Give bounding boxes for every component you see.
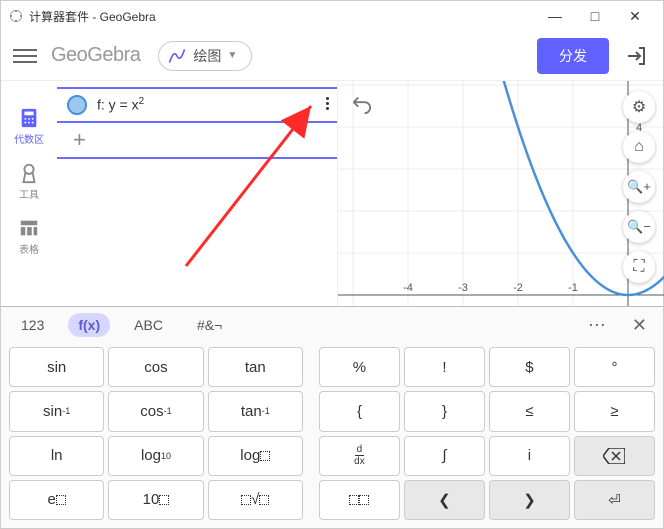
add-expression-row[interactable]: + — [57, 123, 337, 159]
window-maximize[interactable]: □ — [575, 2, 615, 30]
settings-button[interactable]: ⚙ — [623, 91, 655, 123]
sidebar-item-tools[interactable]: 工具 — [1, 156, 57, 207]
home-icon: ⌂ — [634, 138, 644, 156]
svg-text:-1: -1 — [568, 282, 578, 294]
zoom-out-button[interactable]: 🔍− — [623, 211, 655, 243]
main: 代数区 工具 表格 f: y = x2 + -4-3-2-14 ⚙ ⌂ 🔍+ — [1, 81, 663, 306]
visibility-toggle[interactable] — [67, 95, 87, 115]
undo-button[interactable] — [348, 91, 374, 117]
graph-canvas[interactable]: -4-3-2-14 — [338, 81, 664, 306]
key-[interactable]: ° — [574, 347, 655, 387]
signin-icon — [625, 44, 649, 68]
undo-icon — [350, 93, 372, 115]
key-cos[interactable]: cos — [108, 347, 203, 387]
kb-more-button[interactable]: ⋯ — [582, 315, 612, 336]
key-i[interactable]: i — [489, 436, 570, 476]
sidebar: 代数区 工具 表格 — [1, 81, 57, 306]
key-an[interactable] — [319, 480, 400, 520]
key-[interactable]: ≥ — [574, 391, 655, 431]
key-[interactable]: ≤ — [489, 391, 570, 431]
key-[interactable]: ❮ — [404, 480, 485, 520]
tool-selector[interactable]: 绘图 ▼ — [158, 41, 252, 71]
chevron-down-icon: ▼ — [227, 50, 237, 61]
svg-text:-3: -3 — [458, 282, 468, 294]
key-10[interactable]: 10 — [108, 480, 203, 520]
tool-label: 绘图 — [193, 46, 221, 66]
kebab-menu[interactable] — [326, 97, 329, 110]
sidebar-label: 工具 — [19, 186, 39, 201]
key-[interactable]: % — [319, 347, 400, 387]
svg-text:-2: -2 — [513, 282, 523, 294]
graph-tool-icon — [167, 46, 187, 66]
key-cos[interactable]: cos-1 — [108, 391, 203, 431]
algebra-panel: f: y = x2 + — [57, 81, 337, 306]
graph-panel[interactable]: -4-3-2-14 ⚙ ⌂ 🔍+ 🔍− ⛶ — [337, 81, 663, 306]
sidebar-item-table[interactable]: 表格 — [1, 211, 57, 262]
key-e[interactable]: e — [9, 480, 104, 520]
key-tan[interactable]: tan-1 — [208, 391, 303, 431]
key-log[interactable]: log — [208, 436, 303, 476]
kb-close-button[interactable]: ✕ — [626, 315, 653, 336]
window-title: 计算器套件 - GeoGebra — [29, 8, 156, 25]
fullscreen-button[interactable]: ⛶ — [623, 251, 655, 283]
signin-button[interactable] — [623, 42, 651, 70]
key-ln[interactable]: ln — [9, 436, 104, 476]
keyboard: 123 f(x) ABC #&¬ ⋯ ✕ sincostan%!$° sin-1c… — [1, 306, 663, 528]
key-sin[interactable]: sin — [9, 347, 104, 387]
toolbar: GeoGebra 绘图 ▼ 分发 — [1, 31, 663, 81]
key-ddx[interactable]: ddx — [319, 436, 400, 476]
app-icon — [9, 9, 23, 23]
gear-icon: ⚙ — [632, 97, 646, 117]
titlebar: 计算器套件 - GeoGebra — □ ✕ — [1, 1, 663, 31]
home-button[interactable]: ⌂ — [623, 131, 655, 163]
expression-row[interactable]: f: y = x2 — [57, 87, 337, 123]
zoom-in-icon: 🔍+ — [627, 179, 651, 195]
window-minimize[interactable]: — — [535, 2, 575, 30]
kb-tab-fx[interactable]: f(x) — [68, 313, 110, 337]
expression-text: f: y = x2 — [97, 96, 144, 115]
key-[interactable]: { — [319, 391, 400, 431]
menu-button[interactable] — [13, 44, 37, 68]
window-close[interactable]: ✕ — [615, 2, 655, 30]
graph-controls: ⚙ ⌂ 🔍+ 🔍− ⛶ — [623, 91, 655, 283]
fullscreen-icon: ⛶ — [633, 258, 644, 276]
sidebar-item-algebra[interactable]: 代数区 — [1, 101, 57, 152]
kb-tab-sym[interactable]: #&¬ — [187, 313, 232, 337]
key-[interactable]: ∫ — [404, 436, 485, 476]
publish-button[interactable]: 分发 — [537, 38, 609, 74]
tools-icon — [18, 162, 40, 184]
key-tan[interactable]: tan — [208, 347, 303, 387]
key-[interactable] — [574, 436, 655, 476]
table-icon — [18, 217, 40, 239]
kb-tab-abc[interactable]: ABC — [124, 313, 173, 337]
key-[interactable]: $ — [489, 347, 570, 387]
keyboard-grid: sincostan%!$°sin-1cos-1tan-1{}≤≥lnlog10l… — [1, 343, 663, 528]
key-root[interactable]: √ — [208, 480, 303, 520]
zoom-in-button[interactable]: 🔍+ — [623, 171, 655, 203]
sidebar-label: 代数区 — [14, 131, 44, 146]
calculator-icon — [18, 107, 40, 129]
plus-icon: + — [73, 127, 86, 153]
key-[interactable]: } — [404, 391, 485, 431]
key-[interactable]: ! — [404, 347, 485, 387]
key-[interactable]: ❯ — [489, 480, 570, 520]
key-sin[interactable]: sin-1 — [9, 391, 104, 431]
key-log[interactable]: log10 — [108, 436, 203, 476]
keyboard-tabs: 123 f(x) ABC #&¬ ⋯ ✕ — [1, 307, 663, 343]
key-[interactable]: ⏎ — [574, 480, 655, 520]
kb-tab-123[interactable]: 123 — [11, 313, 54, 337]
zoom-out-icon: 🔍− — [627, 219, 651, 235]
sidebar-label: 表格 — [19, 241, 39, 256]
logo: GeoGebra — [51, 44, 140, 67]
svg-text:-4: -4 — [403, 282, 413, 294]
